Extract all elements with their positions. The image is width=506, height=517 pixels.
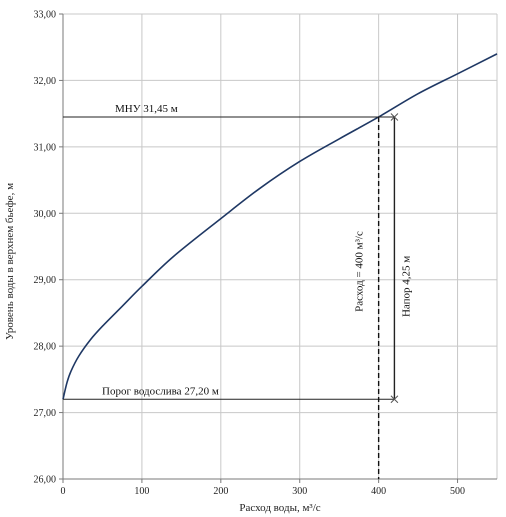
x-tick-label: 300 [292,486,307,497]
y-tick-label: 29,00 [34,275,57,286]
y-axis-title: Уровень воды в верхнем бьефе, м [4,183,16,340]
x-tick-label: 200 [213,486,228,497]
y-tick-label: 30,00 [34,209,57,220]
x-tick-label: 0 [61,486,66,497]
marker-x-icon [390,395,399,404]
head-label: Напор 4,25 м [400,256,412,317]
y-tick-label: 31,00 [34,142,57,153]
discharge-label: Расход = 400 м³/с [354,231,366,312]
x-tick-label: 100 [134,486,149,497]
y-tick-label: 27,00 [34,408,57,419]
mnu-label: МНУ 31,45 м [115,103,178,115]
y-tick-label: 32,00 [34,76,57,87]
axes: 0 100 200 300 400 500 26,00 27,00 28,00 29,00 30,0… [34,10,497,497]
marker-x-icon [390,113,399,121]
y-tick-label: 28,00 [34,342,57,353]
x-axis-title: Расход воды, м³/с [239,502,320,514]
x-tick-label: 400 [371,486,386,497]
y-tick-label: 26,00 [34,475,57,486]
grid [63,13,498,479]
annotations: МНУ 31,45 м Порог водослива 27,20 м Расход… [63,103,412,479]
y-tick-label: 33,00 [34,10,57,21]
labels: Расход воды, м³/с Уровень воды в верхнем… [4,183,321,514]
series [62,53,498,400]
x-tick-label: 500 [450,486,465,497]
rating-curve-line [62,53,498,400]
sill-label: Порог водослива 27,20 м [102,385,219,397]
